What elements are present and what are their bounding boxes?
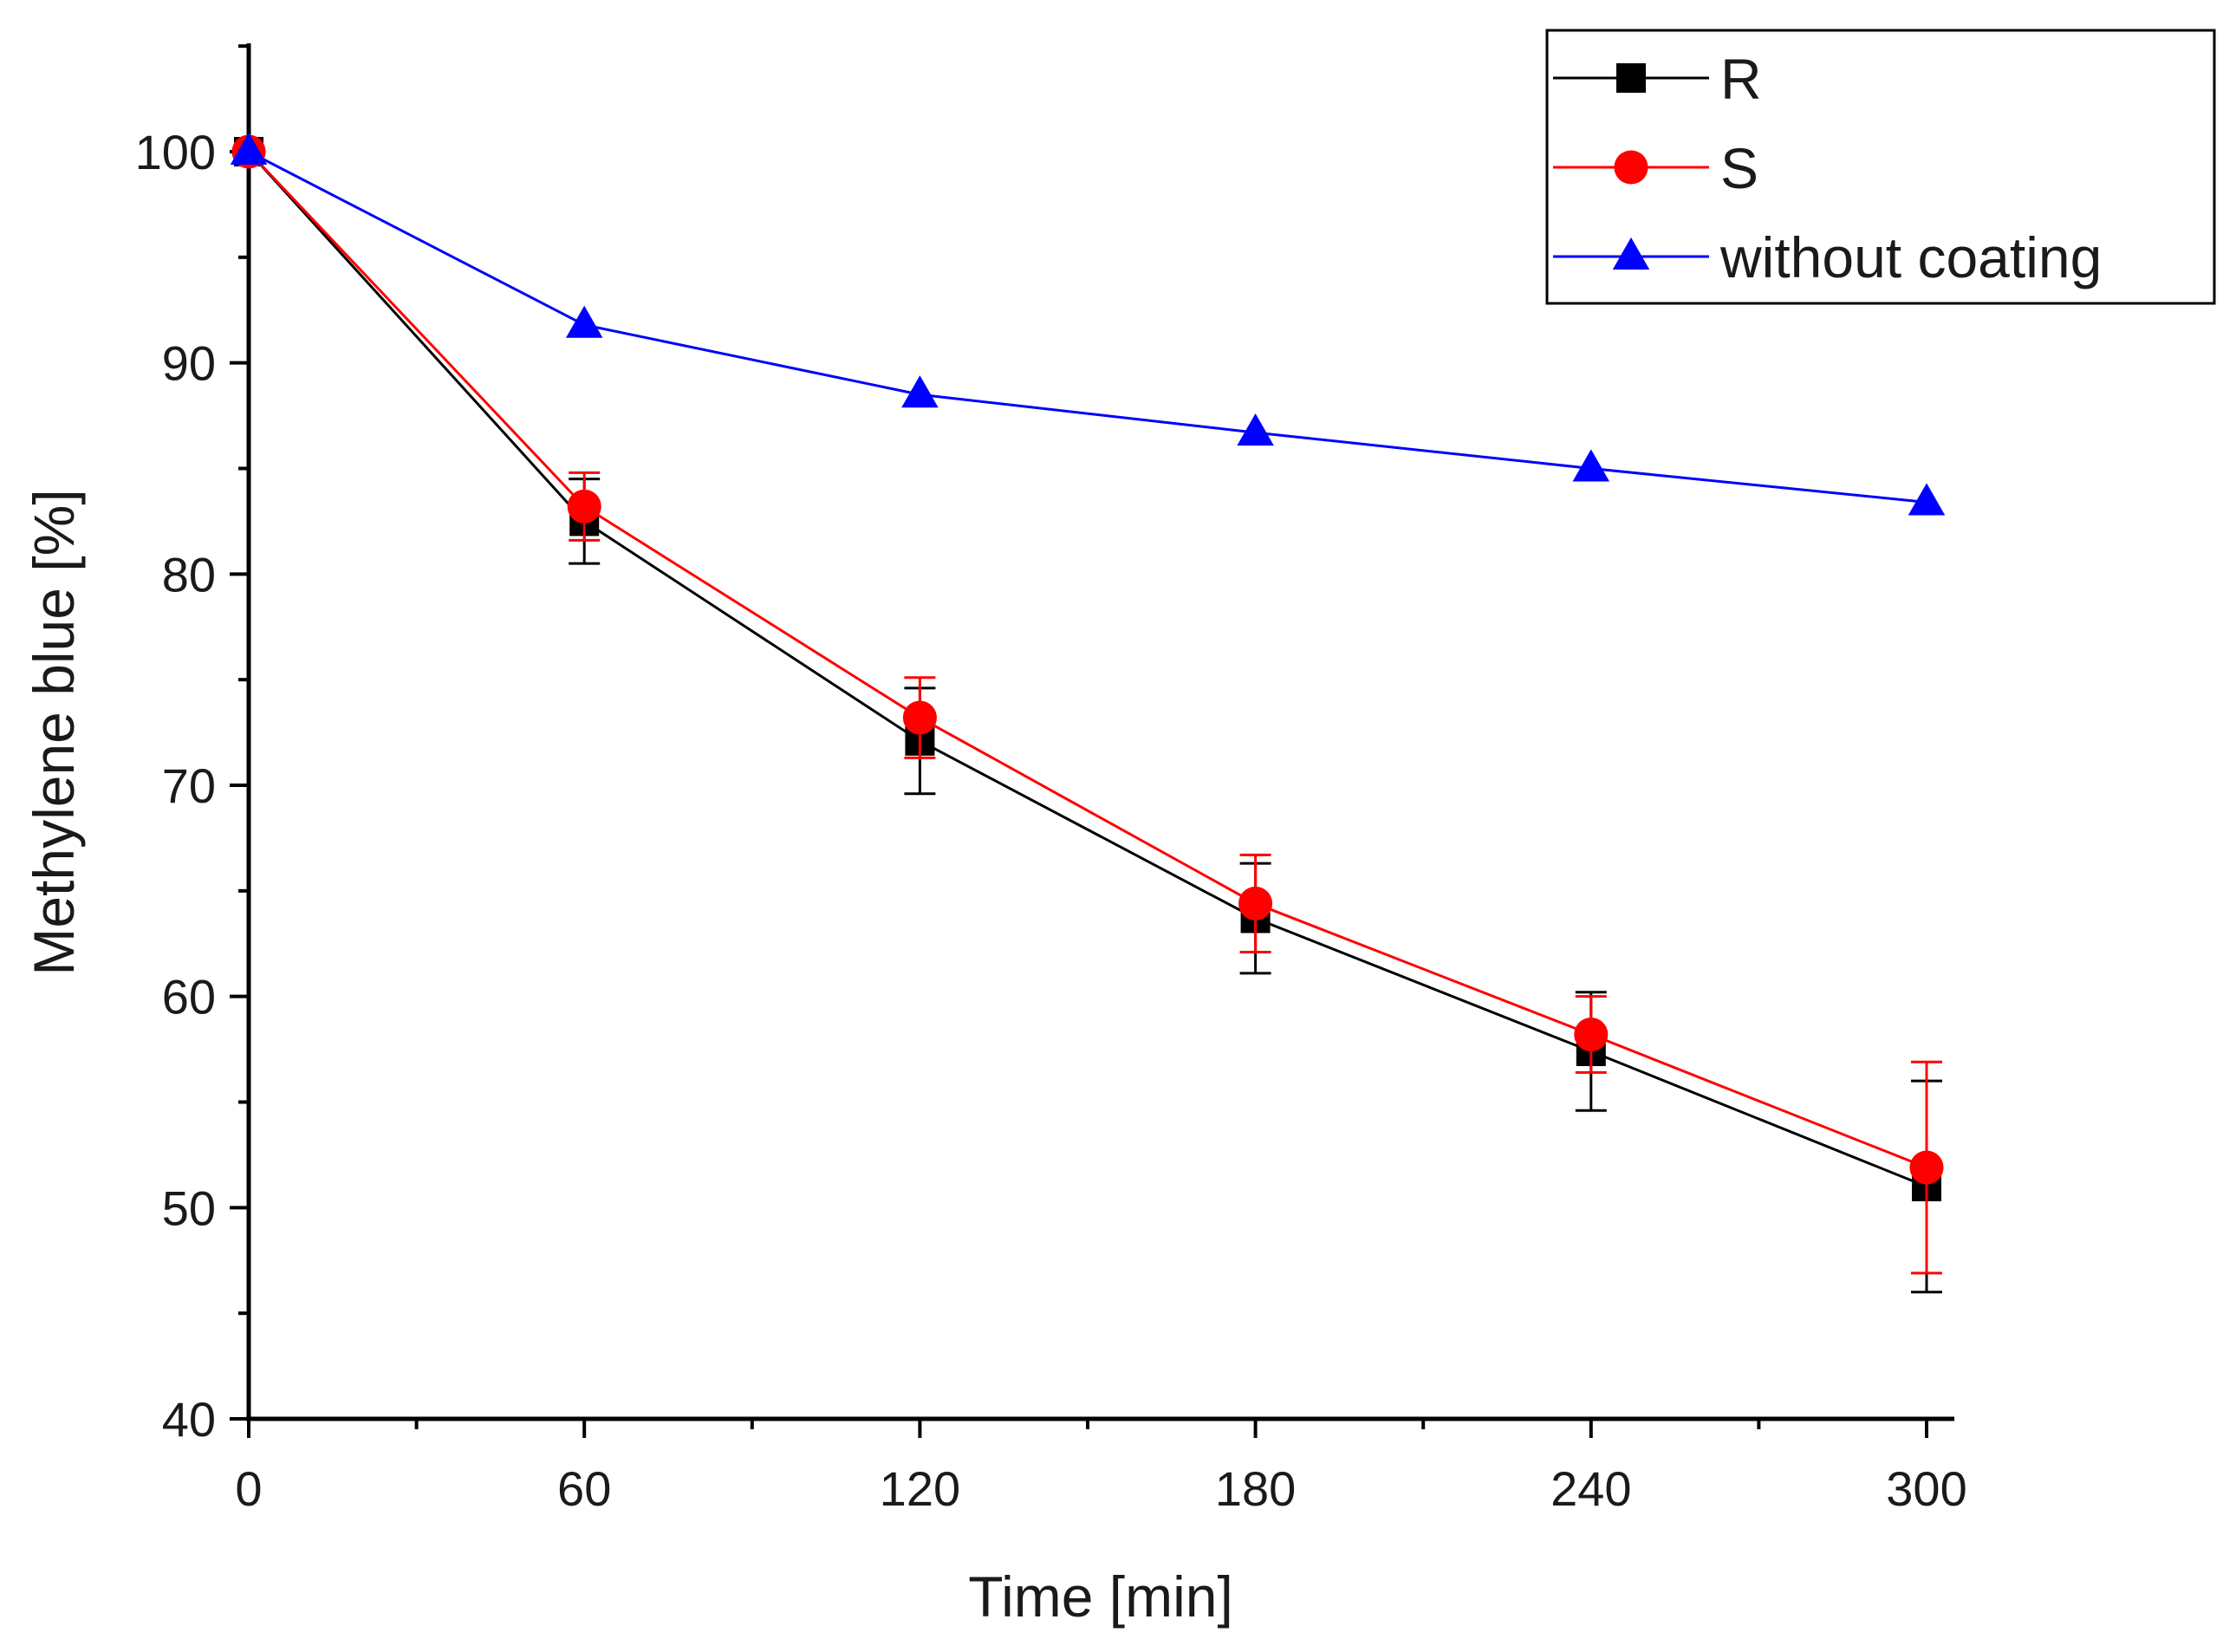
y-axis-tick-labels: 40 50 60 70 80 90 100 (135, 125, 216, 1447)
series-r (234, 137, 1942, 1294)
x-tick-label: 120 (880, 1461, 960, 1516)
data-point-without-coating (565, 305, 603, 338)
series-s (231, 134, 1944, 1275)
y-axis-title: Methylene blue [%] (22, 489, 86, 975)
data-point-without-coating (1572, 449, 1610, 482)
legend-marker (1614, 150, 1648, 185)
x-tick-label: 0 (235, 1461, 262, 1516)
data-point-without-coating (230, 132, 268, 165)
data-point-without-coating (901, 375, 939, 408)
data-point-s (1574, 1017, 1609, 1052)
series-layer (230, 132, 1946, 1294)
data-point-without-coating (1237, 413, 1274, 446)
y-tick-label: 40 (162, 1392, 216, 1447)
legend-item-without-coating: without coating (1553, 225, 2102, 289)
data-point-s (1238, 886, 1273, 921)
x-tick-label: 240 (1550, 1461, 1631, 1516)
y-tick-label: 60 (162, 970, 216, 1024)
x-tick-label: 60 (557, 1461, 611, 1516)
y-tick-label: 90 (162, 336, 216, 391)
y-tick-label: 50 (162, 1180, 216, 1235)
series-line-s (247, 150, 1927, 1169)
legend-label: S (1720, 136, 1758, 200)
data-point-s (567, 489, 601, 524)
y-tick-label: 80 (162, 547, 216, 602)
y-tick-label: 70 (162, 758, 216, 813)
x-axis-tick-labels: 0 60 120 180 240 300 (235, 1461, 1966, 1516)
series-line-r (247, 150, 1927, 1188)
x-tick-label: 300 (1886, 1461, 1966, 1516)
y-axis-ticks (230, 44, 249, 1421)
legend-item-r: R (1553, 47, 1762, 111)
data-point-s (902, 700, 937, 735)
legend-item-s: S (1553, 136, 1758, 200)
legend-marker (1612, 237, 1650, 270)
x-axis-ticks (247, 1419, 1928, 1438)
legend-label: R (1720, 47, 1762, 111)
legend-marker (1616, 63, 1646, 93)
series-without-coating (230, 132, 1946, 516)
data-point-without-coating (1908, 483, 1946, 516)
series-line-without-coating (248, 150, 1927, 504)
x-tick-label: 180 (1215, 1461, 1296, 1516)
x-axis-title: Time [min] (968, 1564, 1233, 1629)
legend-label: without coating (1719, 225, 2102, 289)
y-tick-label: 100 (135, 125, 216, 179)
data-point-s (1909, 1150, 1944, 1185)
